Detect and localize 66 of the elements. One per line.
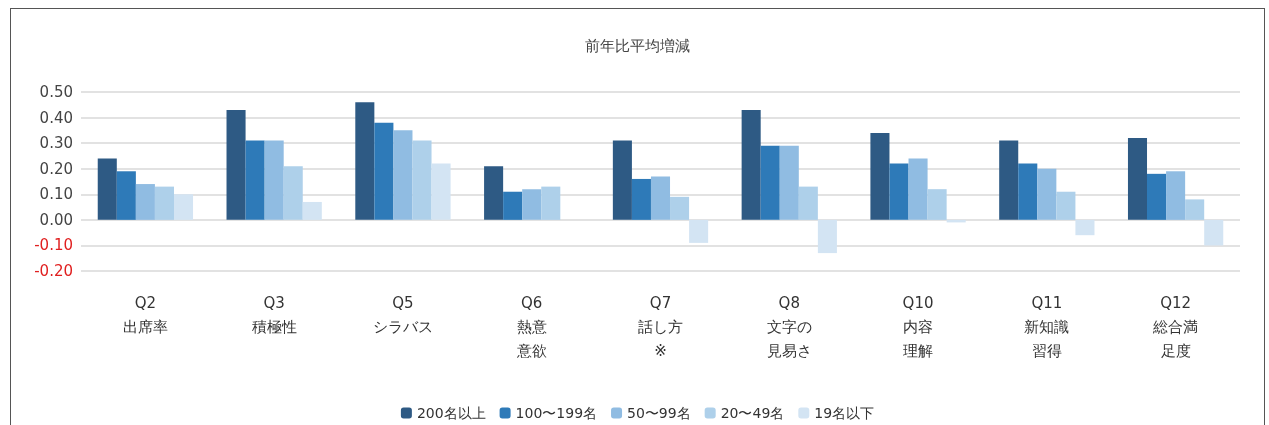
bar (798, 186, 818, 220)
x-tick-label: Q8 文字の見易さ (766, 294, 812, 360)
bar (741, 109, 761, 220)
bar (374, 122, 394, 220)
bar (541, 186, 561, 220)
bar (760, 145, 780, 220)
bar (1127, 138, 1148, 220)
bar (999, 140, 1019, 220)
bar (650, 176, 671, 220)
bar (1204, 219, 1224, 246)
bar (503, 191, 523, 220)
y-tick-label: -0.20 (34, 262, 73, 280)
x-tick-label: Q10 内容理解 (902, 294, 934, 360)
y-tick-label: 0.40 (39, 108, 73, 127)
bar (612, 140, 632, 220)
bar (1037, 168, 1057, 220)
bar (173, 194, 194, 220)
bar (1185, 199, 1205, 220)
legend-label: 20〜49名 (720, 405, 785, 421)
bar (779, 145, 799, 220)
bar (1075, 219, 1095, 236)
bar (484, 166, 504, 220)
bar (116, 171, 136, 220)
bar (97, 158, 117, 220)
x-tick-label: Q3 積極性 (251, 294, 297, 336)
x-tick-label: Q6 熱意意欲 (515, 294, 547, 360)
bar (283, 166, 303, 220)
bar (908, 158, 928, 220)
bar (226, 109, 246, 220)
legend-label: 100〜199名 (515, 405, 598, 421)
y-tick-label: 0.20 (39, 159, 73, 178)
y-tick-label: 0.50 (39, 83, 73, 101)
bar (154, 186, 174, 220)
bar (889, 163, 909, 220)
bar (245, 140, 265, 220)
y-tick-label: 0.30 (39, 134, 73, 153)
x-tick-label: Q7 話し方 ※ (638, 294, 683, 360)
bar (412, 140, 432, 220)
bar (670, 196, 690, 220)
bar (1018, 163, 1038, 220)
y-tick-label: 0.10 (39, 185, 73, 204)
bar (393, 130, 413, 220)
bar (817, 219, 837, 254)
legend-label: 19名以下 (814, 405, 875, 421)
bar (431, 163, 451, 220)
y-tick-label: -0.10 (34, 236, 73, 255)
chart-title: 前年比平均増減 (585, 36, 690, 55)
bar (1166, 171, 1186, 220)
bar (355, 102, 375, 220)
bar (135, 184, 155, 220)
bar (1056, 191, 1076, 220)
bar (264, 140, 284, 220)
x-tick-label: Q11 新知識習得 (1024, 294, 1070, 360)
legend-label: 200名以上 (416, 405, 486, 421)
x-tick-label: Q2 出席率 (122, 294, 168, 336)
legend-label: 50〜99名 (627, 405, 691, 421)
bar (870, 132, 890, 220)
y-tick-label: 0.00 (39, 210, 73, 229)
bar (302, 201, 322, 220)
bar (522, 189, 542, 220)
x-tick-label: Q12 総合満足度 (1152, 294, 1199, 360)
bar (631, 178, 651, 220)
bar (689, 219, 709, 243)
bar (1147, 173, 1167, 220)
x-tick-label: Q5 シラバス (372, 294, 433, 336)
bar (927, 189, 947, 220)
